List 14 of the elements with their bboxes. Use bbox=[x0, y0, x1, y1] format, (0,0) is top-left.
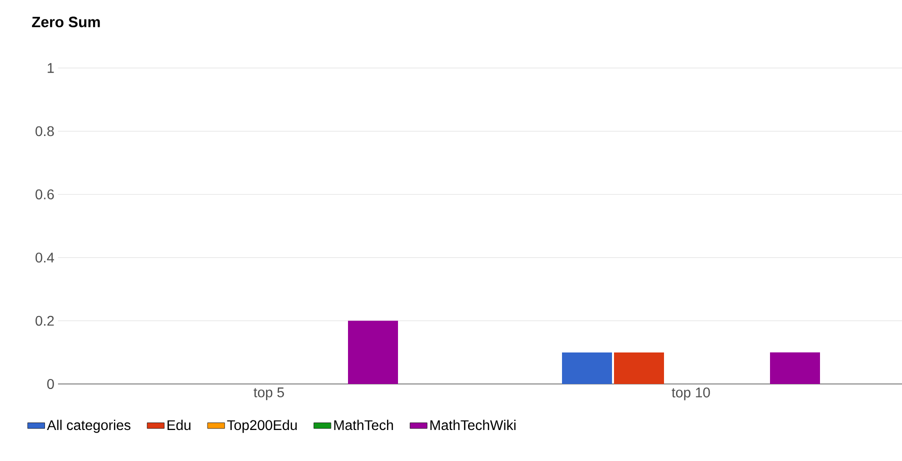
legend-label: All categories bbox=[46, 420, 130, 433]
y-tick-label: 0.8 bbox=[36, 126, 54, 136]
legend-label: MathTech bbox=[334, 420, 393, 430]
chart-title: Zero Sum bbox=[32, 16, 100, 28]
y-tick-label: 0.2 bbox=[36, 316, 54, 326]
x-tick-label: top 5 bbox=[254, 388, 284, 400]
y-tick-label: 0 bbox=[47, 379, 54, 389]
legend-label: Edu bbox=[168, 420, 190, 430]
y-tick-label: 1 bbox=[48, 63, 54, 73]
y-tick-label: 0.4 bbox=[36, 252, 54, 263]
x-tick-label: top 10 bbox=[672, 388, 710, 400]
y-tick-label: 0.6 bbox=[36, 189, 54, 200]
legend-label: MathTechWiki bbox=[430, 420, 516, 430]
legend-label: Top200Edu bbox=[227, 420, 297, 433]
